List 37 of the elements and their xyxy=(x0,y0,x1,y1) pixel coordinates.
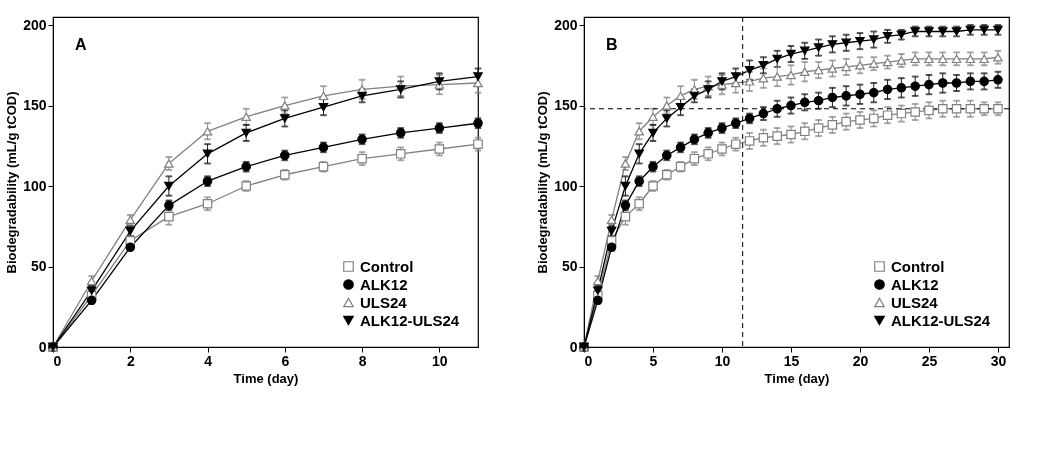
x-axis-title: Time (day) xyxy=(764,370,830,386)
x-tick-label: 5 xyxy=(649,352,658,369)
y-tick-label: 0 xyxy=(38,338,47,355)
x-tick-label: 0 xyxy=(53,352,62,369)
legend-label: ALK12-ULS24 xyxy=(360,311,460,329)
y-tick-label: 150 xyxy=(23,97,47,114)
legend-label: Control xyxy=(360,257,414,275)
x-tick-label: 20 xyxy=(852,352,869,369)
y-tick-label: 200 xyxy=(23,16,47,33)
x-tick-label: 10 xyxy=(432,352,448,369)
legend-label: ALK12 xyxy=(891,275,939,293)
x-tick-label: 2 xyxy=(126,352,135,369)
legend-label: ULS24 xyxy=(891,293,939,311)
x-tick-label: 30 xyxy=(990,352,1007,369)
y-tick-label: 150 xyxy=(554,97,578,114)
x-tick-label: 6 xyxy=(281,352,290,369)
x-tick-label: 25 xyxy=(921,352,938,369)
y-axis-title: Biodegradability (mL/g tCOD) xyxy=(535,91,551,274)
y-tick-label: 200 xyxy=(554,16,578,33)
y-tick-label: 0 xyxy=(569,338,578,355)
annotation: B xyxy=(606,36,618,53)
legend-label: ALK12-ULS24 xyxy=(891,311,991,329)
y-tick-label: 100 xyxy=(23,177,47,194)
x-tick-label: 8 xyxy=(358,352,367,369)
x-tick-label: 15 xyxy=(783,352,800,369)
legend-label: ALK12 xyxy=(360,275,408,293)
annotation: A xyxy=(75,36,87,53)
y-tick-label: 50 xyxy=(30,258,47,275)
y-axis-title: Biodegradability (mL/g tCOD) xyxy=(4,91,20,274)
y-tick-label: 100 xyxy=(554,177,578,194)
legend-label: Control xyxy=(891,257,945,275)
x-tick-label: 10 xyxy=(714,352,731,369)
x-tick-label: 0 xyxy=(584,352,593,369)
x-tick-label: 4 xyxy=(204,352,213,369)
legend-label: ULS24 xyxy=(360,293,408,311)
x-axis-title: Time (day) xyxy=(233,370,299,386)
y-tick-label: 50 xyxy=(561,258,578,275)
